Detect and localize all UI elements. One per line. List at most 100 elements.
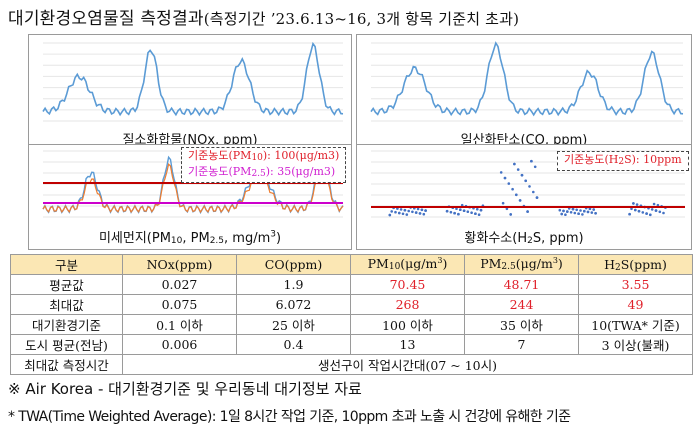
h2s-point [515, 193, 518, 197]
h2s-point [566, 210, 569, 213]
h2s-point [658, 210, 662, 214]
h2s-point [445, 209, 449, 213]
h2s-point [459, 208, 462, 211]
h2s-point [583, 209, 586, 213]
header-co: CO(ppm) [236, 254, 351, 275]
table-row: 최대값 0.075 6.072 268 244 49 [10, 294, 693, 315]
nox-chart-panel: 질소화합물(NOx, ppm) [28, 34, 352, 154]
h2s-point [532, 190, 535, 194]
h2s-point [518, 199, 522, 202]
h2s-point [511, 187, 514, 191]
h2s-point [418, 212, 422, 215]
h2s-point [649, 213, 652, 217]
h2s-point [424, 209, 427, 212]
nox-series-line [42, 41, 344, 117]
header-h2s: H2S(ppm) [578, 254, 693, 275]
h2s-point [516, 168, 520, 171]
h2s-point [662, 211, 665, 215]
h2s-point [632, 202, 635, 205]
chart-grid: 질소화합물(NOx, ppm) 일산화탄소(CO, ppm) 기준농도(PM10… [4, 32, 696, 250]
h2s-point [577, 212, 580, 215]
h2s-point [507, 182, 511, 185]
h2s-point [422, 212, 426, 216]
h2s-point [401, 212, 405, 216]
header-label: 구분 [10, 254, 123, 275]
h2s-point [628, 212, 631, 216]
h2s-point [558, 208, 562, 212]
h2s-caption: 황화수소(H2S, ppm) [464, 231, 584, 246]
h2s-point [528, 185, 531, 188]
pm-caption: 미세먼지(PM10, PM2.5, mg/m3) [98, 229, 282, 246]
h2s-point [460, 203, 464, 207]
header-pm10: PM10(μg/m3) [350, 254, 465, 275]
h2s-point [513, 162, 516, 166]
h2s-point [407, 209, 410, 213]
table-row: 평균값 0.027 1.9 70.45 48.71 3.55 [10, 274, 693, 295]
h2s-point [594, 212, 597, 215]
h2s-legend-entry: 기준농도(H2S): 10ppm [564, 153, 682, 167]
h2s-point [505, 207, 509, 211]
h2s-point [588, 207, 592, 211]
h2s-point [564, 213, 567, 216]
table-row: 도시 평균(전남) 0.006 0.4 13 7 3 이상(불쾌) [10, 334, 693, 355]
table-header-row: 구분 NOx(ppm) CO(ppm) PM10(μg/m3) PM2.5(μg… [10, 254, 693, 275]
source-note: ※ Air Korea - 대기환경기준 및 우리동네 대기정보 자료 [8, 380, 362, 398]
h2s-point [656, 203, 660, 207]
h2s-point [569, 211, 573, 214]
h2s-point [571, 207, 575, 211]
h2s-point [645, 212, 648, 215]
h2s-point [398, 211, 401, 215]
h2s-point [462, 209, 466, 212]
header-pm25: PM2.5(μg/m3) [464, 254, 579, 275]
title-sub: (측정기간 ’23.6.13~16, 3개 항목 기준치 초과) [203, 10, 520, 28]
h2s-point [579, 209, 582, 212]
h2s-point [477, 213, 481, 216]
h2s-point [581, 213, 584, 216]
table-row: 대기환경기준 0.1 이하 25 이하 100 이하 35 이하 10(TWA*… [10, 314, 693, 335]
h2s-point [470, 211, 473, 214]
co-chart-panel: 일산화탄소(CO, ppm) [356, 34, 692, 154]
h2s-point [449, 210, 453, 214]
title-main: 대기환경오염물질 측정결과 [8, 9, 204, 29]
h2s-point [634, 208, 637, 212]
h2s-point [530, 159, 533, 163]
h2s-point [650, 208, 654, 211]
h2s-point [390, 210, 393, 213]
h2s-point [416, 207, 420, 211]
co-line-chart [370, 41, 684, 122]
h2s-point [652, 202, 656, 206]
h2s-point [403, 208, 407, 212]
h2s-point [586, 210, 590, 214]
h2s-point [575, 208, 578, 212]
h2s-point [499, 171, 503, 174]
h2s-point [590, 211, 594, 214]
h2s-point [526, 210, 529, 213]
h2s-scatter-chart [371, 150, 685, 218]
h2s-point [455, 207, 458, 210]
co-series-line [370, 41, 684, 117]
h2s-point [501, 201, 505, 205]
h2s-point [573, 211, 577, 215]
pm25-series-line [42, 163, 344, 214]
page-title: 대기환경오염물질 측정결과(측정기간 ’23.6.13~16, 3개 항목 기준… [8, 4, 698, 29]
h2s-point [457, 212, 460, 216]
h2s-point [654, 209, 658, 212]
pm-legend: 기준농도(PM10): 100(μg/m3) 기준농도(PM2.5): 35(μ… [181, 147, 347, 183]
h2s-point [562, 209, 565, 213]
h2s-point [592, 208, 595, 211]
h2s-point [533, 165, 537, 169]
h2s-point [476, 207, 479, 211]
h2s-chart-panel: 기준농도(H2S): 10ppm 황화수소(H2S, ppm) [356, 144, 692, 250]
pm10-legend-entry: 기준농도(PM10): 100(μg/m3) [188, 149, 340, 163]
pm-chart-panel: 기준농도(PM10): 100(μg/m3) 기준농도(PM2.5): 35(μ… [28, 144, 352, 250]
h2s-point [560, 212, 563, 216]
h2s-point [509, 213, 512, 216]
h2s-point [388, 213, 392, 217]
measurement-table: 구분 NOx(ppm) CO(ppm) PM10(μg/m3) PM2.5(μg… [10, 254, 693, 375]
twa-footnote: * TWA(Time Weighted Average): 1일 8시간 작업 … [8, 409, 571, 425]
h2s-point [453, 211, 456, 215]
h2s-point [414, 211, 418, 214]
h2s-point [641, 211, 645, 214]
h2s-point [535, 196, 539, 199]
h2s-point [503, 176, 507, 180]
